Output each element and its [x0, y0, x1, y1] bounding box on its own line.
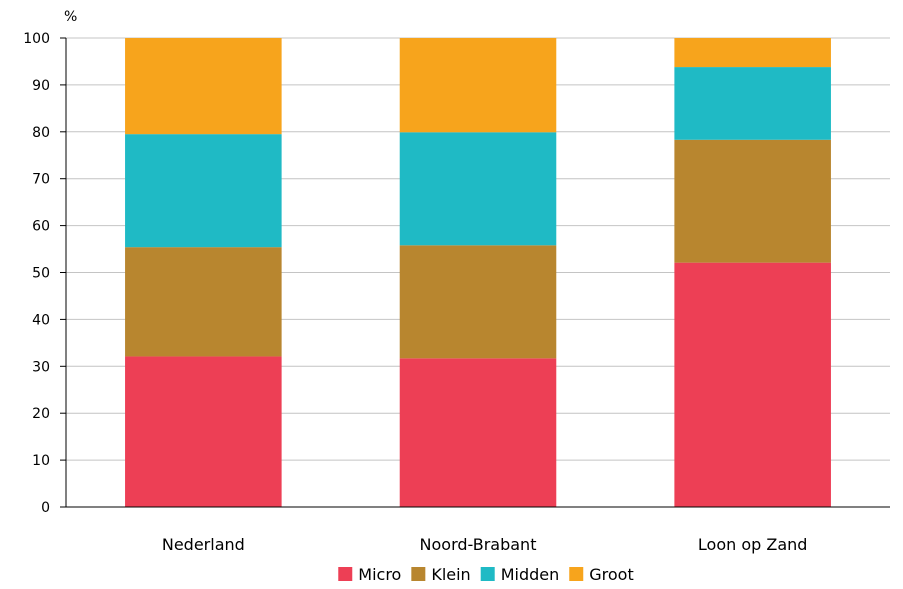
legend-swatch-klein [411, 567, 426, 581]
bar-nederland-groot [125, 38, 282, 135]
bar-loon-op-zand-groot [674, 38, 831, 68]
y-tick-label-100: 100 [23, 31, 50, 47]
x-tick-label-loon-op-zand: Loon op Zand [698, 535, 808, 554]
y-axis-unit-label: % [64, 9, 77, 25]
bars [125, 38, 831, 507]
y-tick-label-10: 10 [32, 453, 50, 469]
y-tick-label-70: 70 [32, 172, 50, 188]
legend-swatch-midden [480, 567, 495, 581]
y-tick-label-80: 80 [32, 125, 50, 141]
bar-loon-op-zand-midden [674, 67, 831, 140]
bar-loon-op-zand-micro [674, 262, 831, 507]
bar-noord-brabant-midden [399, 132, 557, 246]
y-tick-label-50: 50 [32, 266, 50, 282]
bar-noord-brabant-groot [399, 38, 557, 133]
y-tick-label-20: 20 [32, 406, 50, 422]
legend-label-micro: Micro [358, 565, 401, 584]
x-tick-label-noord-brabant: Noord-Brabant [420, 535, 537, 554]
bar-loon-op-zand-klein [674, 139, 831, 263]
bar-noord-brabant-micro [399, 358, 557, 507]
y-tick-label-40: 40 [32, 312, 50, 328]
bar-nederland-klein [125, 247, 282, 357]
y-tick-label-90: 90 [32, 78, 50, 94]
bar-noord-brabant-klein [399, 245, 557, 359]
x-tick-label-nederland: Nederland [162, 535, 245, 554]
y-tick-label-60: 60 [32, 219, 50, 235]
y-tick-label-0: 0 [41, 500, 50, 516]
legend-swatch-groot [569, 567, 584, 581]
bar-nederland-midden [125, 134, 282, 248]
y-tick-label-30: 30 [32, 359, 50, 375]
legend-label-groot: Groot [589, 565, 633, 584]
legend-label-klein: Klein [431, 565, 470, 584]
bar-nederland-micro [125, 356, 282, 507]
legend-swatch-micro [338, 567, 353, 581]
axes: % 0 10 20 30 40 50 60 70 80 90 100 Nederland Noord-B… [23, 9, 890, 554]
legend-label-midden: Midden [501, 565, 560, 584]
legend: Micro Klein Midden Groot [338, 565, 634, 584]
